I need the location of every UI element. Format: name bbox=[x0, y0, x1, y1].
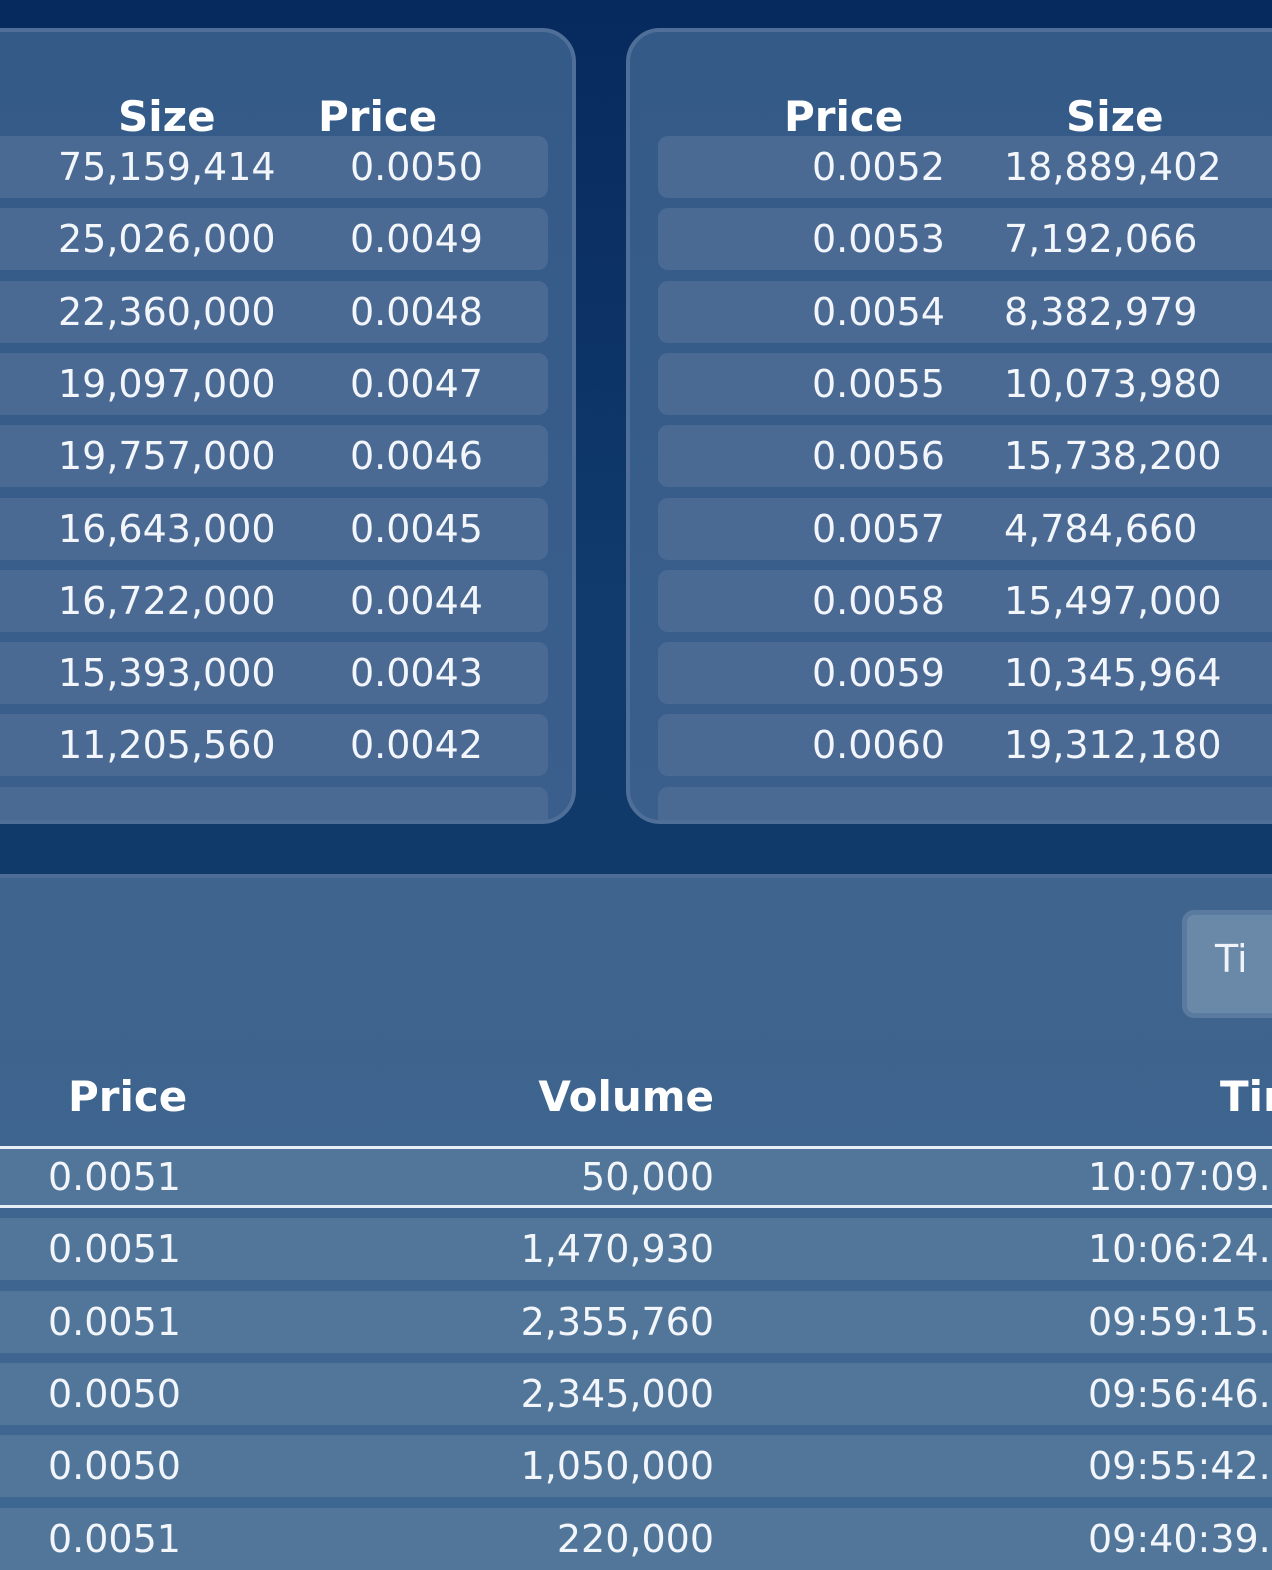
bid-price: 0.0045 bbox=[350, 506, 483, 551]
bid-size: 16,722,000 bbox=[58, 578, 276, 623]
bid-price: 0.0050 bbox=[350, 145, 483, 189]
bid-price: 0.0046 bbox=[350, 434, 483, 479]
bid-price: 0.0049 bbox=[350, 217, 483, 262]
ask-size: 19,312,180 bbox=[1004, 723, 1222, 768]
trades-price-header: Price bbox=[68, 1072, 188, 1121]
ask-row[interactable]: 0.0055 10,073,980 bbox=[658, 352, 1272, 415]
trade-price: 0.0051 bbox=[48, 1299, 181, 1344]
bid-price: 0.0042 bbox=[350, 723, 483, 768]
ask-row[interactable]: 0.0054 8,382,979 bbox=[658, 280, 1272, 343]
bid-size: 75,159,414 bbox=[58, 145, 276, 189]
bids-price-header: Price bbox=[318, 92, 438, 141]
trade-row[interactable]: 0.0051 1,470,930 10:06:24.6 bbox=[0, 1218, 1272, 1281]
bid-row-partial bbox=[0, 787, 548, 820]
trade-volume: 1,470,930 bbox=[520, 1227, 714, 1272]
ask-price: 0.0055 bbox=[812, 361, 945, 406]
trade-volume: 2,345,000 bbox=[520, 1371, 714, 1416]
bid-price: 0.0047 bbox=[350, 361, 483, 406]
ask-size: 18,889,402 bbox=[1004, 145, 1222, 189]
trade-row[interactable]: 0.0051 50,000 10:07:09.6 bbox=[0, 1146, 1272, 1208]
bids-panel: Size Price 75,159,414 0.0050 25,026,000 0.0… bbox=[0, 28, 576, 824]
ask-price: 0.0052 bbox=[812, 145, 945, 189]
ask-price: 0.0059 bbox=[812, 651, 945, 696]
trade-price: 0.0051 bbox=[48, 1516, 181, 1561]
bids-size-header: Size bbox=[118, 92, 216, 141]
asks-panel: Price Size 0.0052 18,889,402 0.0053 7,192,0… bbox=[626, 28, 1272, 824]
trade-row[interactable]: 0.0051 220,000 09:40:39.5 bbox=[0, 1507, 1272, 1570]
trade-time: 10:07:09.6 bbox=[1088, 1155, 1272, 1199]
trades-section: Ti Price Volume Tir 0.0051 50,000 10:07:09… bbox=[0, 874, 1272, 1570]
ask-price: 0.0058 bbox=[812, 578, 945, 623]
trade-volume: 1,050,000 bbox=[520, 1444, 714, 1489]
bid-row[interactable]: 19,757,000 0.0046 bbox=[0, 425, 548, 488]
trade-time: 09:59:15.6 bbox=[1088, 1299, 1272, 1344]
ask-size: 8,382,979 bbox=[1004, 289, 1198, 334]
bid-size: 11,205,560 bbox=[58, 723, 276, 768]
bid-size: 22,360,000 bbox=[58, 289, 276, 334]
ask-price: 0.0057 bbox=[812, 506, 945, 551]
ask-row[interactable]: 0.0052 18,889,402 bbox=[658, 136, 1272, 198]
time-tab[interactable]: Ti bbox=[1182, 910, 1272, 1018]
trade-price: 0.0050 bbox=[48, 1371, 181, 1416]
trade-price: 0.0051 bbox=[48, 1155, 181, 1199]
ask-price: 0.0054 bbox=[812, 289, 945, 334]
trade-time: 09:56:46.6 bbox=[1088, 1371, 1272, 1416]
ask-row[interactable]: 0.0057 4,784,660 bbox=[658, 497, 1272, 560]
ask-size: 10,345,964 bbox=[1004, 651, 1222, 696]
ask-price: 0.0060 bbox=[812, 723, 945, 768]
ask-row[interactable]: 0.0059 10,345,964 bbox=[658, 642, 1272, 705]
ask-size: 15,738,200 bbox=[1004, 434, 1222, 479]
ask-row-partial bbox=[658, 787, 1272, 820]
trades-time-header: Tir bbox=[1220, 1072, 1272, 1121]
trade-volume: 50,000 bbox=[581, 1155, 714, 1199]
ask-row[interactable]: 0.0056 15,738,200 bbox=[658, 425, 1272, 488]
trades-volume-header: Volume bbox=[538, 1072, 714, 1121]
bid-row[interactable]: 15,393,000 0.0043 bbox=[0, 642, 548, 705]
bid-size: 25,026,000 bbox=[58, 217, 276, 262]
bid-size: 19,097,000 bbox=[58, 361, 276, 406]
ask-row[interactable]: 0.0058 15,497,000 bbox=[658, 569, 1272, 632]
ask-size: 10,073,980 bbox=[1004, 361, 1222, 406]
trade-time: 09:55:42.6 bbox=[1088, 1444, 1272, 1489]
bid-row[interactable]: 22,360,000 0.0048 bbox=[0, 280, 548, 343]
bid-price: 0.0048 bbox=[350, 289, 483, 334]
bid-price: 0.0043 bbox=[350, 651, 483, 696]
trade-volume: 220,000 bbox=[556, 1516, 714, 1561]
asks-price-header: Price bbox=[784, 92, 904, 141]
bid-size: 19,757,000 bbox=[58, 434, 276, 479]
asks-size-header: Size bbox=[1066, 92, 1164, 141]
bid-row[interactable]: 25,026,000 0.0049 bbox=[0, 208, 548, 271]
ask-price: 0.0056 bbox=[812, 434, 945, 479]
bid-row[interactable]: 16,722,000 0.0044 bbox=[0, 569, 548, 632]
ask-row[interactable]: 0.0053 7,192,066 bbox=[658, 208, 1272, 271]
ask-price: 0.0053 bbox=[812, 217, 945, 262]
trade-time: 10:06:24.6 bbox=[1088, 1227, 1272, 1272]
ask-row[interactable]: 0.0060 19,312,180 bbox=[658, 714, 1272, 777]
trade-row[interactable]: 0.0050 1,050,000 09:55:42.6 bbox=[0, 1435, 1272, 1498]
ask-size: 15,497,000 bbox=[1004, 578, 1222, 623]
trade-row[interactable]: 0.0051 2,355,760 09:59:15.6 bbox=[0, 1290, 1272, 1353]
trade-volume: 2,355,760 bbox=[520, 1299, 714, 1344]
bid-price: 0.0044 bbox=[350, 578, 483, 623]
trade-row[interactable]: 0.0050 2,345,000 09:56:46.6 bbox=[0, 1362, 1272, 1425]
bid-row[interactable]: 11,205,560 0.0042 bbox=[0, 714, 548, 777]
trade-price: 0.0051 bbox=[48, 1227, 181, 1272]
ask-size: 4,784,660 bbox=[1004, 506, 1198, 551]
bid-size: 16,643,000 bbox=[58, 506, 276, 551]
bid-size: 15,393,000 bbox=[58, 651, 276, 696]
bid-row[interactable]: 19,097,000 0.0047 bbox=[0, 352, 548, 415]
ask-size: 7,192,066 bbox=[1004, 217, 1198, 262]
bid-row[interactable]: 16,643,000 0.0045 bbox=[0, 497, 548, 560]
time-tab-label: Ti bbox=[1215, 937, 1248, 981]
trade-price: 0.0050 bbox=[48, 1444, 181, 1489]
bid-row[interactable]: 75,159,414 0.0050 bbox=[0, 136, 548, 198]
trade-time: 09:40:39.5 bbox=[1088, 1516, 1272, 1561]
